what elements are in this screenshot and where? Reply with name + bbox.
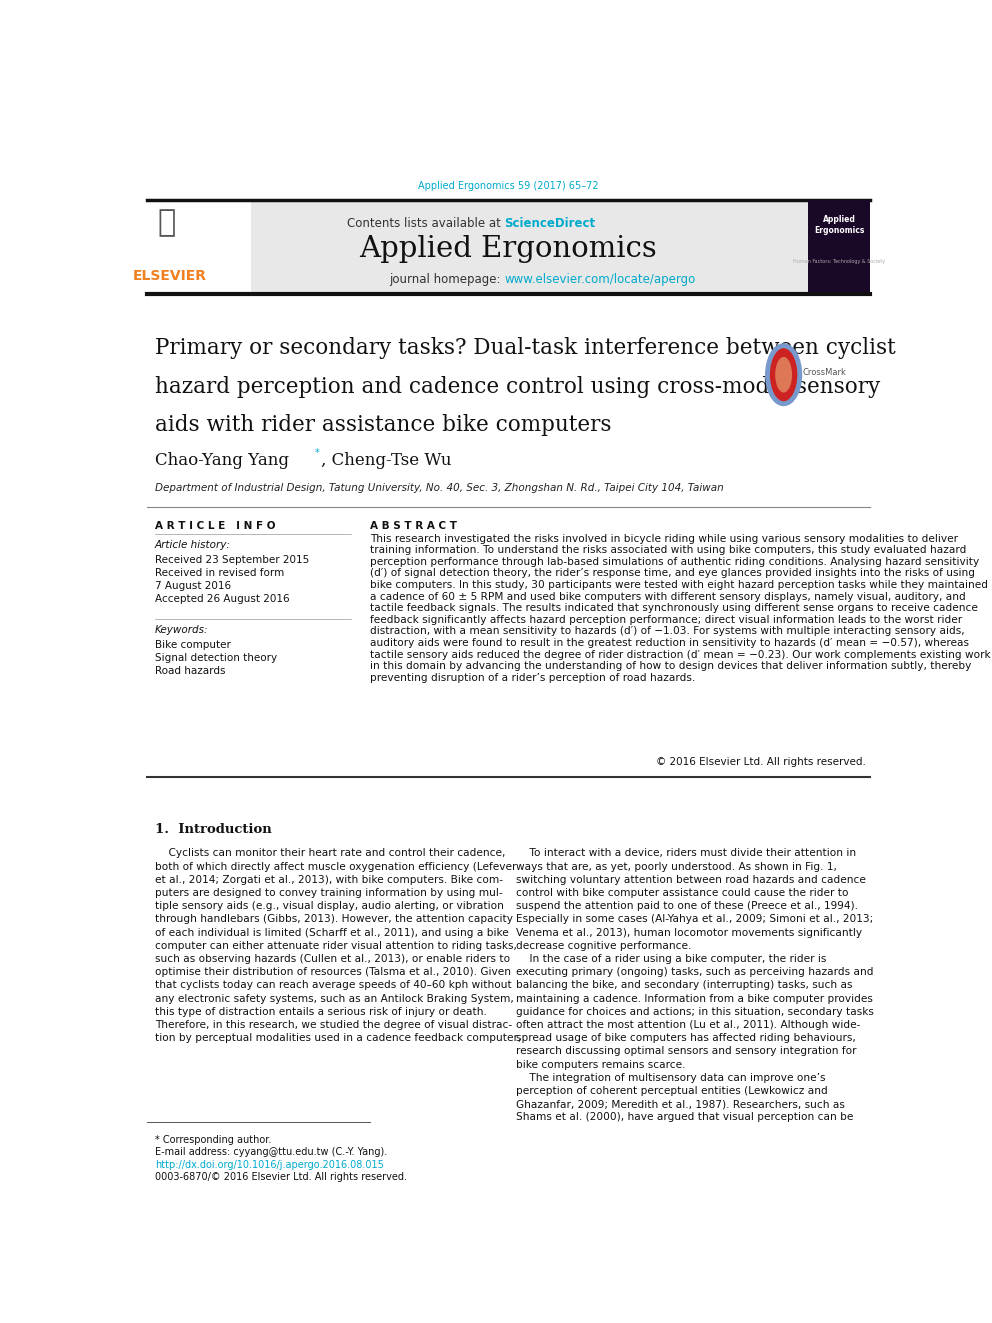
Text: Applied Ergonomics 59 (2017) 65–72: Applied Ergonomics 59 (2017) 65–72 [418, 181, 599, 191]
FancyBboxPatch shape [808, 200, 870, 294]
Text: Applied Ergonomics: Applied Ergonomics [359, 235, 658, 263]
Text: © 2016 Elsevier Ltd. All rights reserved.: © 2016 Elsevier Ltd. All rights reserved… [656, 757, 866, 767]
Text: Article history:: Article history: [155, 540, 230, 550]
Text: ELSEVIER: ELSEVIER [133, 269, 207, 283]
Text: *: * [314, 448, 319, 458]
Text: Cyclists can monitor their heart rate and control their cadence,
both of which d: Cyclists can monitor their heart rate an… [155, 848, 521, 1044]
Text: Bike computer: Bike computer [155, 639, 230, 650]
Text: Primary or secondary tasks? Dual-task interference between cyclist: Primary or secondary tasks? Dual-task in… [155, 337, 896, 359]
Text: Received 23 September 2015: Received 23 September 2015 [155, 556, 309, 565]
FancyBboxPatch shape [251, 200, 808, 294]
Ellipse shape [775, 357, 792, 393]
Text: A B S T R A C T: A B S T R A C T [370, 521, 457, 532]
Text: , Cheng-Tse Wu: , Cheng-Tse Wu [320, 452, 451, 470]
Text: Applied
Ergonomics: Applied Ergonomics [813, 214, 864, 235]
Text: Signal detection theory: Signal detection theory [155, 652, 277, 663]
Text: A R T I C L E   I N F O: A R T I C L E I N F O [155, 521, 275, 532]
Text: journal homepage:: journal homepage: [389, 273, 505, 286]
Text: Keywords:: Keywords: [155, 626, 208, 635]
Text: hazard perception and cadence control using cross-modal sensory: hazard perception and cadence control us… [155, 376, 880, 398]
Text: Contents lists available at: Contents lists available at [347, 217, 505, 230]
Text: http://dx.doi.org/10.1016/j.apergo.2016.08.015: http://dx.doi.org/10.1016/j.apergo.2016.… [155, 1160, 384, 1170]
Text: Human Factors: Technology & Society: Human Factors: Technology & Society [793, 258, 885, 263]
Text: * Corresponding author.: * Corresponding author. [155, 1135, 271, 1144]
Text: 7 August 2016: 7 August 2016 [155, 581, 231, 590]
FancyBboxPatch shape [147, 200, 251, 294]
Ellipse shape [768, 345, 800, 404]
Text: Accepted 26 August 2016: Accepted 26 August 2016 [155, 594, 290, 603]
Text: E-mail address: cyyang@ttu.edu.tw (C.-Y. Yang).: E-mail address: cyyang@ttu.edu.tw (C.-Y.… [155, 1147, 387, 1156]
Text: Department of Industrial Design, Tatung University, No. 40, Sec. 3, Zhongshan N.: Department of Industrial Design, Tatung … [155, 483, 723, 492]
Text: CrossMark: CrossMark [803, 368, 846, 377]
Text: aids with rider assistance bike computers: aids with rider assistance bike computer… [155, 414, 611, 437]
Text: Received in revised form: Received in revised form [155, 569, 284, 578]
Text: 1.  Introduction: 1. Introduction [155, 823, 272, 836]
Text: Chao-Yang Yang: Chao-Yang Yang [155, 452, 289, 470]
Text: To interact with a device, riders must divide their attention in
ways that are, : To interact with a device, riders must d… [516, 848, 874, 1122]
Text: ScienceDirect: ScienceDirect [505, 217, 595, 230]
Text: Road hazards: Road hazards [155, 665, 225, 676]
Text: 0003-6870/© 2016 Elsevier Ltd. All rights reserved.: 0003-6870/© 2016 Elsevier Ltd. All right… [155, 1172, 407, 1183]
Text: 🌳: 🌳 [157, 208, 176, 237]
Text: This research investigated the risks involved in bicycle riding while using vari: This research investigated the risks inv… [370, 533, 991, 683]
Text: www.elsevier.com/locate/apergo: www.elsevier.com/locate/apergo [505, 273, 695, 286]
